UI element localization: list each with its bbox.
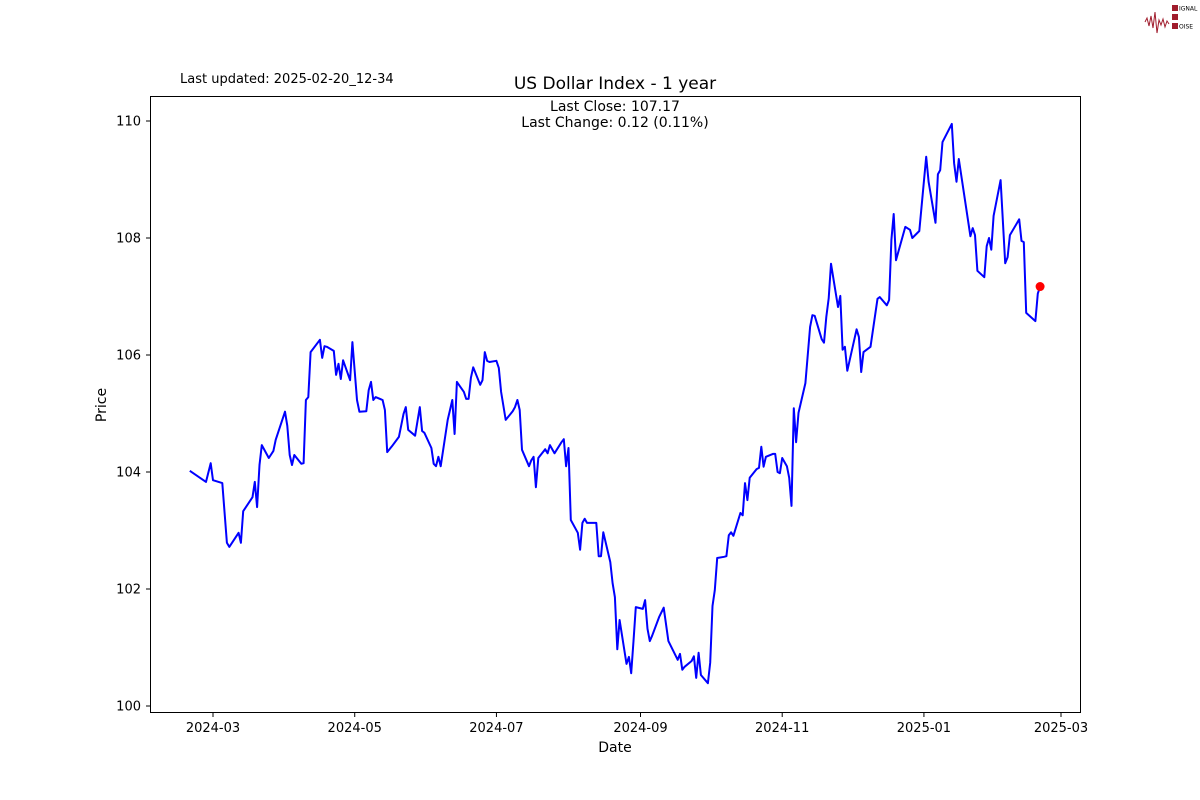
svg-text:OISE: OISE — [1179, 24, 1193, 31]
y-tick-label: 110 — [116, 115, 141, 130]
x-axis: 2024-03 2024-05 2024-07 2024-09 2024-11 2025-… — [186, 712, 1088, 736]
svg-text:IGNAL: IGNAL — [1179, 6, 1198, 13]
y-tick-label: 106 — [116, 349, 141, 364]
x-tick-label: 2024-05 — [328, 721, 382, 736]
y-tick-label: 104 — [116, 466, 141, 481]
x-tick-label: 2024-09 — [613, 721, 667, 736]
y-tick-label: 102 — [116, 583, 141, 598]
y-axis: 100 102 104 106 108 110 — [116, 115, 151, 715]
last-updated-label: Last updated: 2025-02-20_12-34 — [180, 72, 394, 87]
x-tick-label: 2024-07 — [469, 721, 523, 736]
x-axis-label: Date — [598, 740, 631, 756]
y-tick-label: 100 — [116, 700, 141, 715]
series-line — [189, 122, 1042, 685]
plot-area-frame — [150, 96, 1081, 713]
y-axis-label: Price — [94, 388, 110, 422]
x-tick-label: 2025-03 — [1034, 721, 1088, 736]
x-tick-label: 2024-03 — [186, 721, 240, 736]
x-tick-label: 2024-11 — [755, 721, 809, 736]
signal-2-noise-logo: IGNAL OISE — [1144, 5, 1198, 34]
last-point-marker — [1035, 282, 1045, 292]
y-tick-label: 108 — [116, 232, 141, 247]
last-change-annotation: Last Change: 0.12 (0.11%) — [521, 115, 708, 131]
x-tick-label: 2025-01 — [897, 721, 951, 736]
last-close-annotation: Last Close: 107.17 — [550, 99, 680, 115]
chart-title: US Dollar Index - 1 year — [514, 74, 716, 94]
